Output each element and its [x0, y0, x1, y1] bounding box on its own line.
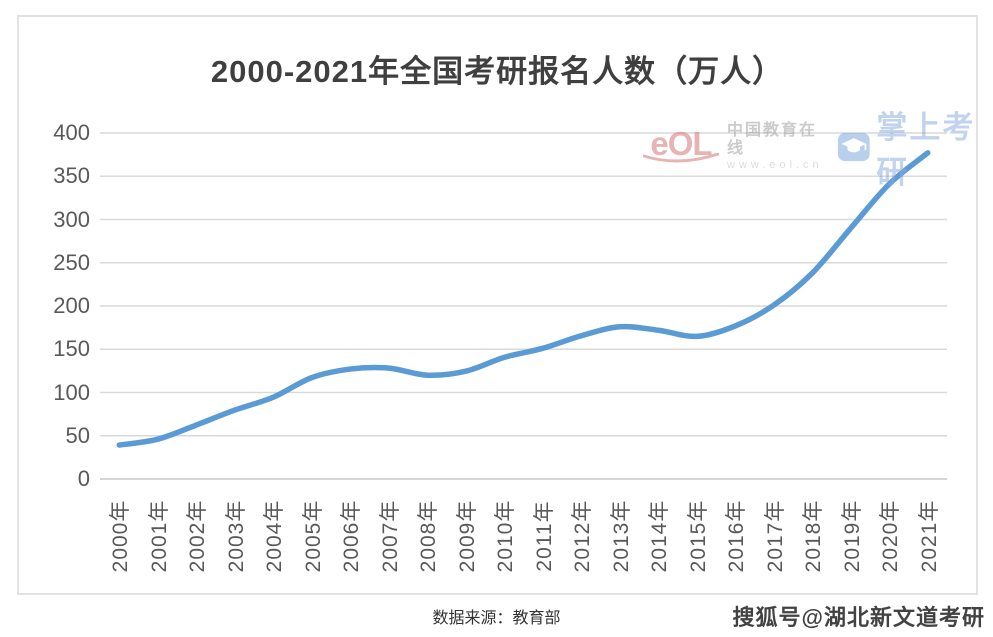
sohu-watermark: 搜狐号@湖北新文道考研: [732, 605, 985, 630]
x-axis-category-label: 2009年: [455, 499, 479, 573]
x-axis-category-label: 2011年: [532, 500, 556, 572]
y-axis-tick-label: 350: [53, 163, 90, 189]
y-axis-tick-label: 50: [65, 422, 90, 448]
chart-border-box: [17, 15, 978, 595]
x-axis-category-label: 2019年: [840, 499, 864, 573]
x-axis-category-label: 2008年: [417, 499, 441, 573]
x-axis-category-label: 2000年: [109, 499, 133, 573]
y-axis-tick-label: 300: [53, 206, 90, 232]
y-axis-tick-label: 200: [53, 293, 90, 318]
x-axis-category-label: 2002年: [186, 499, 210, 573]
x-axis-category-label: 2010年: [494, 499, 518, 573]
x-axis-category-label: 2018年: [802, 499, 826, 573]
y-axis-tick-label: 100: [53, 379, 90, 405]
x-axis-category-label: 2015年: [686, 499, 710, 573]
eol-swoosh-icon: [643, 153, 719, 163]
y-axis-tick-label: 0: [77, 466, 90, 491]
x-axis-category-label: 2013年: [609, 499, 633, 573]
chart-title: 2000-2021年全国考研报名人数（万人）: [210, 54, 785, 89]
x-axis-category-label: 2021年: [917, 499, 941, 573]
data-series-line: [116, 150, 931, 448]
eol-logo-text: eOL: [650, 125, 712, 162]
x-axis-category-label: 2007年: [378, 499, 402, 573]
data-source-caption: 数据来源：教育部: [432, 610, 561, 627]
x-axis-category-label: 2012年: [571, 499, 595, 573]
x-axis-category-label: 2020年: [879, 499, 903, 573]
eol-site-name: 中国教育在线: [727, 122, 818, 157]
x-axis-category-label: 2001年: [147, 499, 171, 573]
zhangshang-logo-text: 掌上考研: [876, 110, 976, 190]
x-axis-category-label: 2005年: [301, 499, 325, 573]
x-axis-category-label: 2016年: [725, 499, 749, 573]
eol-logo: eOL: [643, 125, 719, 165]
graduation-cap-icon: [837, 132, 870, 162]
y-axis-tick-label: 250: [53, 249, 90, 275]
x-axis-category-label: 2004年: [263, 499, 287, 573]
x-axis-category-label: 2003年: [224, 499, 248, 573]
x-axis-category-label: 2014年: [648, 499, 672, 573]
zhangshang-logo: 掌上考研: [837, 102, 993, 192]
x-axis-category-label: 2006年: [340, 499, 364, 573]
y-axis-tick-label: 150: [53, 336, 90, 362]
eol-site-url: www.eol.cn: [727, 159, 823, 171]
watermark-row: eOL 中国教育在线 www.eol.cn 掌上考研: [643, 102, 993, 192]
x-axis-category-label: 2017年: [763, 499, 787, 573]
y-axis-tick-label: 400: [53, 120, 90, 145]
